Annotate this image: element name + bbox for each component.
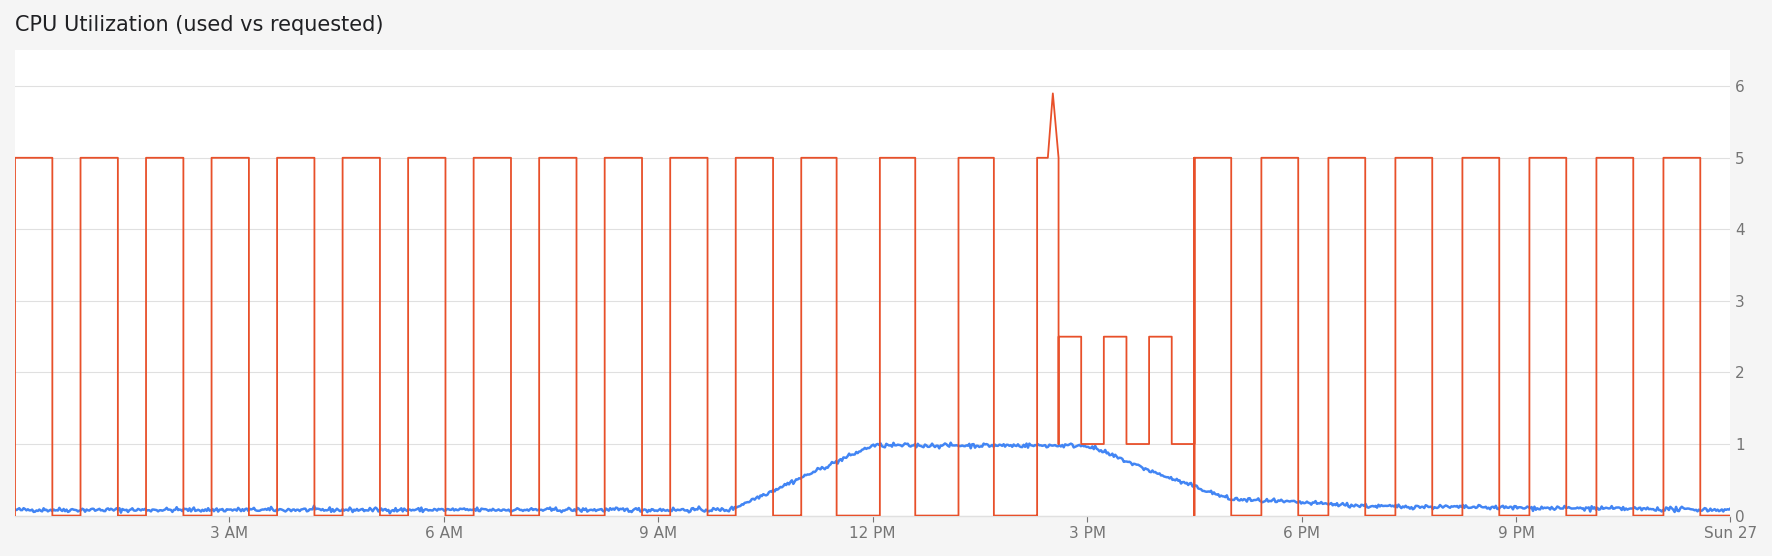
Text: CPU Utilization (used vs requested): CPU Utilization (used vs requested): [14, 15, 383, 35]
